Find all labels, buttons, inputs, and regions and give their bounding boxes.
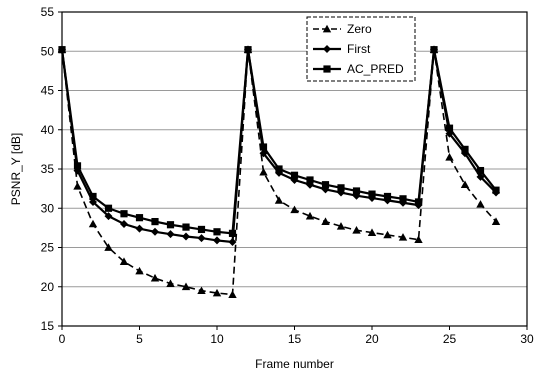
data-point-ac-pred [228,229,237,237]
y-tick-label: 30 [41,201,55,215]
data-point-zero [476,200,485,208]
data-point-ac-pred [290,171,299,179]
data-point-ac-pred [476,166,485,175]
data-point-ac-pred [306,176,314,184]
data-point-zero [88,219,98,228]
data-point-ac-pred [89,192,97,201]
data-point-ac-pred [399,195,407,203]
data-point-zero [274,196,284,204]
data-point-ac-pred [135,214,144,222]
data-point-ac-pred [383,192,392,201]
data-point-ac-pred [104,204,113,212]
data-point-zero [197,286,206,295]
data-point-zero [460,180,470,189]
data-point-zero [367,228,377,236]
data-point-ac-pred [275,165,283,173]
data-point-ac-pred [368,190,376,198]
data-point-first [120,219,128,228]
y-tick-label: 45 [41,84,55,98]
data-point-first [197,234,206,243]
axes: 15 20 25 30 35 40 45 50 55 0 5 10 15 20 25 30 [41,5,534,346]
x-tick-label: 0 [59,332,66,346]
data-point-ac-pred [197,225,206,234]
data-point-ac-pred [244,46,252,54]
legend-marker-ac-pred [323,65,331,73]
x-tick-label: 10 [210,332,224,346]
data-point-zero [135,266,144,275]
data-point-ac-pred [151,217,159,226]
data-point-zero [181,282,191,291]
legend-label-ac-pred: AC_PRED [347,62,404,76]
data-point-zero [352,226,361,234]
data-point-zero [491,217,501,225]
data-point-zero [166,279,175,287]
legend: Zero First AC_PRED [306,16,416,82]
data-point-zero [336,222,346,230]
y-tick-label: 50 [41,44,55,58]
data-point-first [228,238,237,247]
series-layer [57,45,501,298]
data-point-zero [73,182,82,190]
data-point-zero [398,233,408,241]
data-point-first [182,232,190,241]
x-tick-label: 30 [520,332,534,346]
data-point-zero [212,288,222,297]
data-point-ac-pred [352,187,361,195]
series-line-ac-pred [60,48,497,235]
x-tick-label: 20 [365,332,379,346]
data-point-ac-pred [321,181,330,189]
data-point-zero [290,205,299,214]
y-tick-label: 40 [41,123,55,137]
y-tick-label: 55 [41,5,55,19]
data-point-zero [321,217,330,225]
legend-marker-zero [322,24,332,33]
data-point-ac-pred [182,223,190,231]
data-point-zero [445,153,454,161]
data-point-zero [414,235,423,244]
data-point-first [213,236,221,245]
data-point-ac-pred [445,124,454,132]
y-tick-label: 25 [41,241,55,255]
data-point-zero [305,211,315,220]
data-point-ac-pred [259,143,268,151]
data-point-ac-pred [213,228,221,236]
data-point-ac-pred [414,198,423,206]
data-point-zero [104,243,113,251]
x-axis-title: Frame number [255,357,334,371]
data-point-ac-pred [337,184,345,192]
data-point-ac-pred [120,210,128,218]
x-tick-label: 15 [288,332,302,346]
data-point-ac-pred [73,162,82,170]
x-tick-label: 25 [443,332,457,346]
y-axis-title: PSNR_Y [dB] [9,133,23,205]
data-point-zero [228,290,237,298]
series-ac-pred [58,46,500,237]
data-point-first [166,230,175,239]
legend-label-zero: Zero [347,22,372,36]
x-tick-label: 5 [136,332,143,346]
data-point-ac-pred [430,46,438,54]
data-point-zero [259,167,268,176]
data-point-ac-pred [58,46,66,54]
data-point-first [135,224,144,233]
data-point-zero [383,230,392,239]
data-point-first [104,212,113,221]
data-point-ac-pred [166,221,175,229]
data-point-ac-pred [492,186,500,194]
data-point-first [151,227,159,236]
legend-label-first: First [347,42,371,56]
y-tick-label: 20 [41,280,55,294]
gridlines [62,11,527,288]
data-point-zero [119,257,129,265]
data-point-ac-pred [461,145,469,153]
y-tick-label: 15 [41,319,55,333]
data-point-zero [150,273,160,282]
y-tick-label: 35 [41,162,55,176]
legend-marker-first [323,45,331,53]
